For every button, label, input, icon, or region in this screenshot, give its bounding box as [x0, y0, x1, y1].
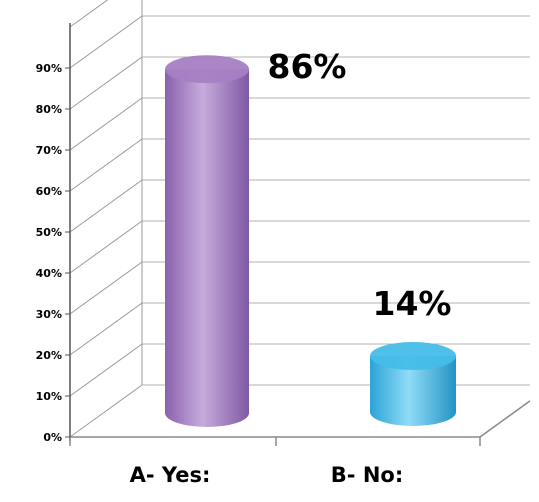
side-gridline: [69, 220, 143, 274]
side-gridline: [69, 302, 143, 356]
data-labels: 86% 14%: [268, 47, 452, 323]
y-tick-label: 90%: [36, 62, 62, 75]
cylinder-top: [370, 342, 456, 371]
y-tick-label: 20%: [36, 349, 62, 362]
y-tick-label: 50%: [36, 226, 62, 239]
category-label: A- Yes:: [130, 463, 211, 487]
cylinder-body: [370, 356, 456, 426]
side-gridline: [69, 56, 143, 110]
axes: [69, 23, 531, 446]
cylinder-body: [165, 69, 249, 427]
bar-no: [370, 342, 456, 426]
y-tick-label: 30%: [36, 308, 62, 321]
y-tick-label: 60%: [36, 185, 62, 198]
side-gridline: [69, 384, 143, 438]
side-gridline: [69, 138, 143, 192]
y-tick-label: 10%: [36, 390, 62, 403]
data-label: 14%: [373, 284, 452, 323]
y-tick-label: 80%: [36, 103, 62, 116]
side-gridline: [69, 261, 143, 315]
category-label: B- No:: [331, 463, 403, 487]
y-tick-label: 70%: [36, 144, 62, 157]
bar-yes: [165, 55, 249, 427]
side-gridline: [69, 0, 109, 28]
category-labels: A- Yes: B- No:: [130, 463, 404, 487]
side-gridline: [69, 343, 143, 397]
side-gridline: [69, 15, 143, 69]
floor-right-edge: [479, 400, 531, 438]
y-tick-label: 0%: [43, 431, 62, 444]
cylinder-top: [165, 55, 249, 84]
data-label: 86%: [268, 47, 347, 86]
side-gridline: [69, 97, 143, 151]
y-axis-ticks: 0% 10% 20% 30% 40% 50% 60% 70% 80% 90%: [36, 62, 70, 444]
side-gridline: [69, 179, 143, 233]
y-tick-label: 40%: [36, 267, 62, 280]
bars: [165, 55, 456, 427]
